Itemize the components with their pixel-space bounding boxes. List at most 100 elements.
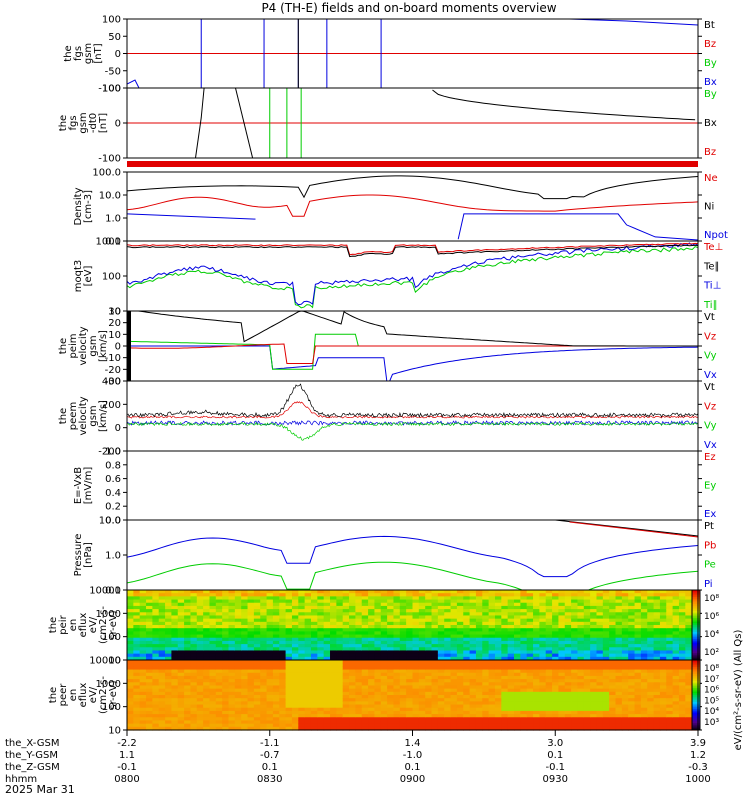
spec-cell bbox=[203, 704, 211, 709]
spec-cell bbox=[228, 672, 236, 677]
spec-cell bbox=[330, 644, 337, 648]
spec-cell bbox=[310, 682, 318, 687]
spec-cell bbox=[444, 602, 452, 607]
spec-cell bbox=[621, 647, 629, 652]
spec-cell bbox=[196, 682, 204, 687]
spec-cell bbox=[304, 621, 312, 626]
spec-cell bbox=[653, 647, 661, 652]
spec-cell bbox=[450, 723, 458, 728]
spec-cell bbox=[247, 710, 255, 715]
spec-cell bbox=[234, 685, 242, 690]
spec-cell bbox=[215, 602, 223, 607]
spec-cell bbox=[152, 640, 160, 645]
spec-cell bbox=[342, 685, 350, 690]
spec-cell bbox=[127, 618, 134, 623]
spec-cell bbox=[177, 618, 185, 623]
spec-cell bbox=[539, 621, 547, 626]
spec-cell bbox=[247, 679, 255, 683]
spec-cell bbox=[374, 596, 382, 601]
x-tick-label: -1.0 bbox=[403, 750, 423, 761]
spec-cell bbox=[196, 640, 204, 645]
spec-cell bbox=[494, 691, 502, 696]
spec-cell bbox=[456, 688, 464, 693]
spec-cell bbox=[678, 628, 686, 632]
spec-cell bbox=[184, 710, 192, 715]
spec-cell bbox=[406, 609, 414, 613]
spec-cell bbox=[552, 701, 560, 706]
y-tick-label: 10 bbox=[108, 307, 121, 318]
spec-cell bbox=[279, 707, 287, 712]
spec-cell bbox=[380, 707, 388, 712]
spec-cell bbox=[672, 714, 680, 718]
spec-cell bbox=[463, 621, 471, 626]
spec-cell bbox=[133, 660, 141, 664]
spec-cell bbox=[482, 723, 490, 728]
spec-cell bbox=[653, 628, 661, 632]
spec-cell bbox=[310, 720, 318, 725]
y-axis-label-line: [km/s] bbox=[98, 330, 109, 362]
spec-cell bbox=[260, 590, 268, 594]
spec-cell bbox=[139, 666, 147, 671]
spec-cell bbox=[609, 640, 617, 645]
spec-cell bbox=[425, 605, 433, 610]
spec-cell bbox=[431, 714, 439, 718]
spec-cell bbox=[222, 723, 230, 728]
spec-cell bbox=[177, 640, 185, 645]
spec-cell bbox=[418, 650, 426, 655]
spec-cell bbox=[133, 679, 141, 683]
spec-cell bbox=[272, 675, 280, 680]
spec-cell bbox=[577, 605, 585, 610]
spec-cell bbox=[342, 602, 350, 607]
spec-cell bbox=[171, 707, 179, 712]
spec-cell bbox=[558, 602, 566, 607]
spec-cell bbox=[215, 644, 223, 648]
spec-cell bbox=[475, 593, 483, 597]
spec-cell bbox=[127, 647, 134, 652]
spec-cell bbox=[177, 609, 185, 613]
spec-cell bbox=[361, 653, 369, 658]
spec-cell bbox=[545, 590, 553, 594]
spec-cell bbox=[285, 710, 293, 715]
spec-cell bbox=[482, 707, 490, 712]
spec-cell bbox=[387, 634, 395, 639]
spec-cell bbox=[590, 609, 598, 613]
spec-cell bbox=[564, 599, 572, 604]
spec-cell bbox=[653, 682, 661, 687]
spec-cell bbox=[412, 653, 420, 658]
spec-cell bbox=[222, 710, 230, 715]
spec-cell bbox=[463, 717, 471, 722]
spec-cell bbox=[475, 647, 483, 652]
spec-cell bbox=[558, 653, 566, 658]
spec-cell bbox=[146, 653, 153, 658]
spec-cell bbox=[463, 675, 471, 680]
spec-cell bbox=[552, 663, 560, 667]
spec-cell bbox=[564, 625, 572, 629]
spec-cell bbox=[418, 640, 426, 645]
spec-cell bbox=[349, 618, 356, 623]
spec-cell bbox=[291, 628, 299, 632]
spec-cell bbox=[514, 666, 521, 671]
spec-cell bbox=[425, 637, 433, 642]
spec-cell bbox=[234, 672, 242, 677]
spec-cell bbox=[190, 647, 198, 652]
spec-cell bbox=[469, 656, 477, 661]
spec-cell bbox=[133, 698, 141, 702]
spec-cell bbox=[640, 688, 648, 693]
spec-cell bbox=[545, 656, 553, 661]
spec-cell bbox=[577, 707, 585, 712]
spec-cell bbox=[171, 644, 179, 648]
spec-cell bbox=[342, 605, 350, 610]
spec-cell bbox=[425, 640, 433, 645]
spec-cell bbox=[336, 602, 344, 607]
spec-cell bbox=[222, 682, 230, 687]
spec-cell bbox=[234, 625, 242, 629]
spec-cell bbox=[184, 612, 192, 617]
spec-cell bbox=[190, 644, 198, 648]
legend-entry: Pe bbox=[704, 560, 716, 571]
spec-cell bbox=[488, 634, 496, 639]
spec-cell bbox=[177, 701, 185, 706]
spec-cell bbox=[571, 698, 579, 702]
spec-cell bbox=[323, 631, 331, 636]
spec-cell bbox=[539, 691, 547, 696]
